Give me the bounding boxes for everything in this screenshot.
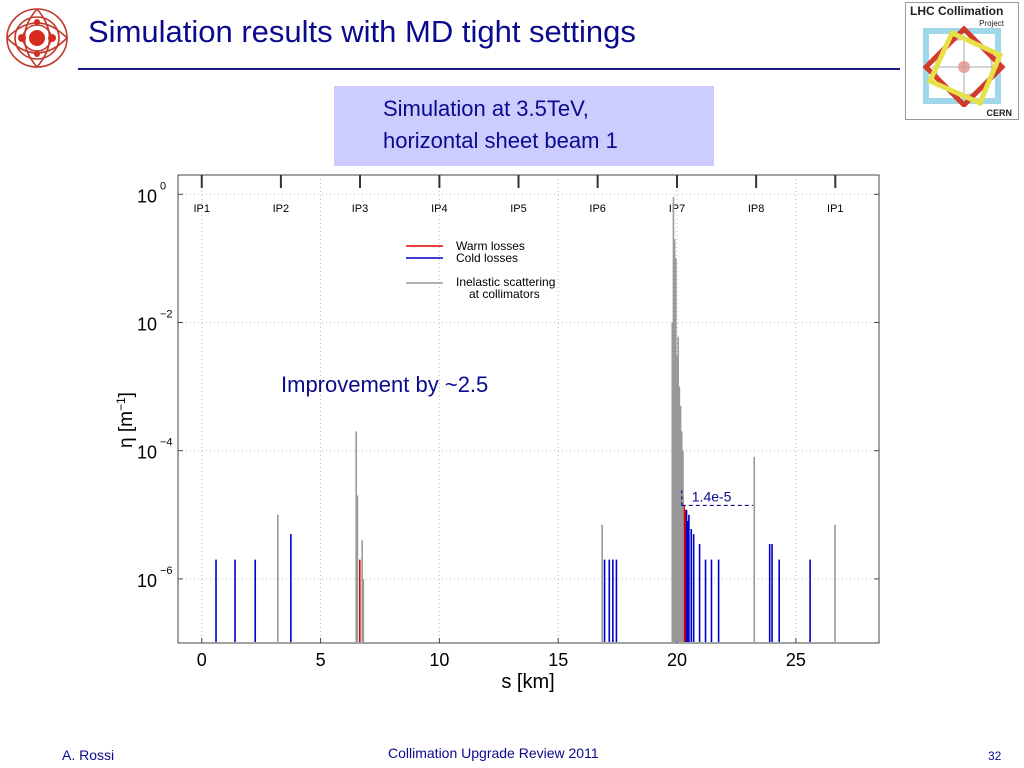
legend-label-collimators: Inelastic scattering xyxy=(456,275,555,289)
ip-marker-label: IP2 xyxy=(273,203,290,215)
ip-marker-label: IP1 xyxy=(827,203,844,215)
y-tick-label-exponent: −6 xyxy=(160,565,173,577)
ip-marker-label: IP5 xyxy=(510,203,527,215)
x-tick-label: 25 xyxy=(786,650,806,670)
improvement-annotation: Improvement by ~2.5 xyxy=(281,372,488,397)
legend-label-warm: Warm losses xyxy=(456,239,525,253)
lhc-collimation-emblem-icon xyxy=(922,25,1006,107)
y-tick-label-base: 10 xyxy=(137,443,157,463)
note-line-2: horizontal sheet beam 1 xyxy=(383,128,618,153)
legend-label-cold: Cold losses xyxy=(456,251,518,265)
x-tick-label: 20 xyxy=(667,650,687,670)
page-number: 32 xyxy=(988,749,1002,763)
legend-label-collimators: at collimators xyxy=(469,287,540,301)
x-tick-label: 10 xyxy=(429,650,449,670)
logo-org: CERN xyxy=(986,108,1012,118)
collimation-logo-icon xyxy=(6,8,69,69)
logo-title: LHC Collimation xyxy=(910,4,1004,18)
note-line-1: Simulation at 3.5TeV, xyxy=(383,96,589,121)
ip-marker-label: IP3 xyxy=(352,203,369,215)
ip-marker-label: IP6 xyxy=(589,203,606,215)
ip-marker-label: IP1 xyxy=(194,203,211,215)
x-axis-label: s [km] xyxy=(501,671,554,693)
value-level-label: 1.4e-5 xyxy=(692,488,732,504)
ip-marker-label: IP8 xyxy=(748,203,765,215)
footer-author: A. Rossi xyxy=(62,747,115,763)
lhc-collimation-logo: LHC Collimation Project CERN xyxy=(905,2,1019,120)
y-tick-label-exponent: −2 xyxy=(160,308,173,320)
logo-subtitle: Project xyxy=(979,19,1004,28)
x-tick-label: 5 xyxy=(316,650,326,670)
x-tick-label: 0 xyxy=(197,650,207,670)
footer-event: Collimation Upgrade Review 2011 xyxy=(388,745,599,761)
ip-marker-label: IP4 xyxy=(431,203,448,215)
slide-title: Simulation results with MD tight setting… xyxy=(88,14,636,49)
y-tick-label-exponent: 0 xyxy=(160,180,166,192)
y-axis-label: η [m−1] xyxy=(114,392,137,448)
y-tick-label-exponent: −4 xyxy=(160,437,173,449)
ip-marker-label: IP7 xyxy=(669,203,686,215)
y-tick-label-base: 10 xyxy=(137,571,157,591)
simulation-note-box: Simulation at 3.5TeV, horizontal sheet b… xyxy=(334,86,714,166)
plot-frame xyxy=(177,174,880,644)
y-tick-label-base: 10 xyxy=(137,186,157,206)
x-tick-label: 15 xyxy=(548,650,568,670)
y-tick-label-base: 10 xyxy=(137,314,157,334)
title-rule xyxy=(78,68,900,70)
